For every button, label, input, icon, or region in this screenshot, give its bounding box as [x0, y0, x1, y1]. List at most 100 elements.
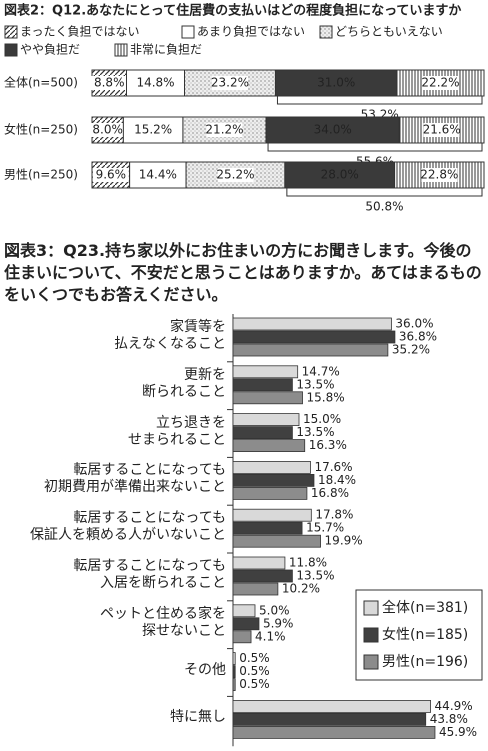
legend-label: 女性(n=185) — [382, 626, 468, 643]
value-label: 21.6% — [423, 123, 461, 137]
category-label: その他 — [184, 661, 226, 678]
bar — [232, 617, 260, 631]
label-bg — [421, 168, 458, 182]
bar — [232, 713, 427, 726]
value-label: 43.8% — [430, 712, 468, 726]
legend-label: どちらともいえない — [335, 25, 443, 39]
bar — [232, 391, 303, 405]
label-bg — [211, 76, 248, 90]
value-label: 15.2% — [134, 123, 172, 137]
value-label: 25.2% — [216, 168, 254, 182]
legend-label: 全体(n=381) — [382, 599, 468, 616]
bar-segment — [274, 69, 398, 97]
bar — [232, 678, 236, 691]
chart-title: 図表2：Q12.あなたにとって住居費の支払いはどの程度負担になっていますか — [4, 3, 461, 19]
bar — [232, 604, 256, 618]
value-label: 34.0% — [314, 123, 352, 137]
category-label: ペットと住める家を 探せないこと — [100, 605, 226, 639]
value-label: 45.9% — [439, 725, 477, 739]
bar — [232, 556, 286, 570]
bar — [232, 378, 293, 392]
legend-swatch — [4, 43, 18, 57]
value-label: 23.2% — [211, 76, 249, 90]
value-label: 9.6% — [96, 168, 127, 182]
value-label: 5.9% — [263, 616, 294, 630]
value-label: 17.8% — [315, 508, 353, 522]
label-bg — [89, 123, 126, 137]
label-bg — [92, 168, 129, 182]
chart-title: 図表3：Q23.持ち家以外にお住まいの方にお聞きします。今後の住まいについて、不… — [4, 241, 482, 304]
bar — [232, 426, 293, 440]
value-label: 16.3% — [309, 438, 347, 452]
value-label: 36.8% — [399, 330, 437, 344]
value-label: 15.7% — [306, 521, 344, 535]
label-bg — [91, 76, 128, 90]
value-label: 8.8% — [94, 76, 125, 90]
value-label: 21.2% — [205, 123, 243, 137]
bar-segment — [125, 69, 186, 97]
value-label: 10.2% — [282, 582, 320, 596]
value-label: 35.2% — [392, 343, 430, 357]
category-label: 立ち退きを せまられること — [128, 414, 226, 448]
bar-segment — [284, 161, 396, 189]
value-label: 11.8% — [289, 556, 327, 570]
value-label: 14.4% — [139, 168, 177, 182]
label-bg — [422, 76, 459, 90]
value-label: 13.5% — [296, 425, 334, 439]
legend-swatch — [319, 25, 333, 39]
bar — [232, 460, 311, 474]
value-label: 28.0% — [321, 168, 359, 182]
value-label: 36.0% — [395, 317, 433, 331]
bar — [232, 317, 392, 331]
value-label: 13.5% — [296, 377, 334, 391]
bar — [232, 413, 300, 427]
value-label: 17.6% — [314, 460, 352, 474]
bar — [232, 582, 279, 596]
value-label: 19.9% — [325, 534, 363, 548]
bar — [232, 726, 436, 739]
category-label: 全体(n=500) — [4, 75, 78, 90]
category-label: 家賃等を 払えなくなること — [114, 319, 226, 352]
label-bg — [217, 168, 254, 182]
value-label: 44.9% — [435, 699, 473, 713]
legend-swatch — [181, 25, 195, 39]
bracket — [276, 96, 483, 105]
label-bg — [206, 123, 243, 137]
value-label: 31.0% — [317, 76, 355, 90]
legend-label: やや負担だ — [20, 43, 80, 57]
bar — [232, 365, 299, 379]
category-label: 女性(n=250) — [4, 122, 78, 137]
label-bg — [423, 123, 460, 137]
legend-swatch — [363, 600, 379, 616]
legend-swatch — [363, 627, 379, 643]
bar — [232, 486, 308, 500]
value-label: 5.0% — [259, 603, 290, 617]
category-label: 転居することになっても 初期費用が準備出来ないこと — [44, 462, 226, 496]
bar — [232, 652, 236, 665]
bar — [232, 700, 431, 713]
annotation: 50.8% — [365, 200, 403, 214]
category-label: 特に無し — [170, 709, 226, 726]
legend-label: まったく負担ではない — [20, 25, 140, 39]
category-label: 転居することになっても 入居を断られること — [73, 558, 226, 591]
legend-swatch — [114, 43, 128, 57]
value-label: 14.8% — [136, 76, 174, 90]
bar-segment — [396, 69, 485, 97]
value-label: 4.1% — [255, 629, 285, 643]
value-label: 14.7% — [302, 364, 340, 378]
value-label: 0.5% — [239, 651, 270, 665]
value-label: 22.8% — [420, 168, 458, 182]
value-label: 15.8% — [307, 390, 345, 404]
bar — [232, 473, 315, 487]
value-label: 16.8% — [311, 486, 349, 500]
bar — [232, 439, 306, 453]
legend-swatch — [4, 25, 18, 39]
value-label: 22.2% — [421, 76, 459, 90]
category-label: 更新を 断られること — [142, 366, 226, 400]
bracket — [286, 188, 483, 197]
value-label: 15.0% — [303, 412, 341, 426]
bar — [232, 330, 396, 344]
value-label: 0.5% — [239, 664, 270, 678]
